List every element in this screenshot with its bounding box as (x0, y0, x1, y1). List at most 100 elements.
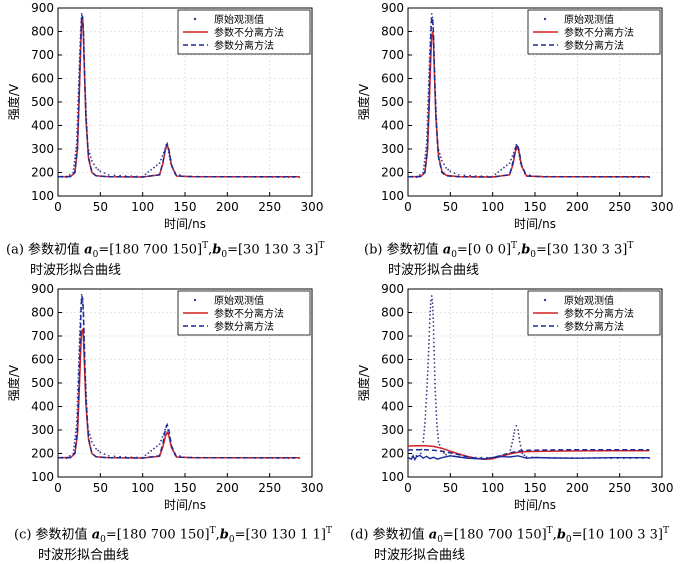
observed-point (164, 428, 167, 431)
y-tick-label: 500 (31, 95, 54, 109)
observed-point (153, 166, 155, 169)
x-tick-label: 50 (93, 481, 108, 495)
x-tick-label: 0 (54, 200, 62, 214)
chart-b-svg: 0 50 100 150 200 250 300 100 200 300 400 500 600 700 8… (356, 1, 673, 231)
x-tick-label: 250 (608, 200, 631, 214)
observed-point (73, 442, 76, 444)
observed-point (427, 95, 430, 98)
observed-point (431, 16, 434, 19)
observed-point (426, 386, 428, 388)
observed-point (78, 337, 81, 340)
x-tick-label: 50 (443, 481, 458, 495)
observed-point (428, 64, 431, 67)
x-tick-label: 250 (258, 200, 281, 214)
observed-point (511, 155, 514, 157)
observed-point (426, 370, 429, 373)
observed-point (144, 454, 147, 457)
y-tick-label: 800 (381, 25, 404, 39)
observed-point (435, 422, 438, 424)
y-tick-label: 700 (381, 48, 404, 62)
sep-line (57, 14, 300, 178)
observed-point (426, 378, 429, 380)
observed-point (107, 454, 110, 457)
caption-d: (d) 参数初值 a0=[180 700 150]T,b0=[10 100 3 … (350, 526, 670, 563)
observed-point (433, 358, 436, 360)
observed-point (74, 157, 76, 160)
observed-point (426, 119, 429, 122)
observed-point (447, 168, 450, 171)
observed-point (432, 329, 435, 332)
observed-point (433, 349, 436, 352)
legend-observed-marker (543, 298, 547, 302)
observed-point (427, 80, 430, 82)
observed-point (519, 444, 522, 447)
caption-d-b: =[10 100 3 3] (571, 527, 663, 543)
observed-point (78, 345, 81, 348)
observed-point (523, 454, 526, 457)
legend-nonsep-label: 参数不分离方法 (564, 26, 634, 39)
legend-sep-label: 参数分离方法 (564, 39, 624, 52)
observed-point (433, 366, 436, 369)
observed-point (434, 386, 436, 389)
observed-point (521, 452, 524, 455)
observed-point (425, 397, 428, 400)
y-tick-label: 900 (31, 1, 54, 15)
observed-point (427, 358, 430, 361)
observed-point (73, 161, 76, 163)
legend-observed-marker (193, 17, 197, 21)
observed-point (76, 392, 79, 395)
y-axis-title: 强度/V (356, 364, 371, 401)
observed-point (153, 447, 155, 450)
observed-point (505, 164, 508, 167)
legend-observed-label: 原始观测值 (564, 294, 614, 307)
observed-point (424, 150, 427, 153)
caption-a: (a) 参数初值 a0=[180 700 150]T,b0=[30 130 3 … (6, 241, 325, 278)
chart-panel-a: 0 50 100 150 200 250 300 100 200 300 400 500 600 700 8… (0, 0, 350, 280)
observed-point (520, 448, 523, 451)
y-axis-title: 强度/V (356, 83, 371, 120)
observed-point (445, 453, 447, 456)
observed-point (428, 339, 430, 341)
observed-point (427, 350, 430, 353)
x-tick-label: 100 (131, 481, 154, 495)
sep-baseline-line (407, 454, 650, 462)
y-tick-label: 800 (31, 25, 54, 39)
observed-point (443, 163, 445, 166)
x-axis-title: 时间/ns (164, 217, 206, 231)
y-tick-label: 100 (31, 470, 54, 484)
y-tick-label: 500 (31, 376, 54, 390)
observed-point (73, 445, 75, 448)
observed-point (428, 330, 431, 333)
observed-point (512, 151, 515, 154)
observed-point (77, 384, 79, 387)
observed-point (425, 393, 428, 396)
observed-point (439, 156, 442, 159)
observed-point (497, 171, 500, 173)
observed-point (510, 445, 513, 448)
observed-point (150, 449, 153, 452)
y-tick-label: 600 (381, 72, 404, 86)
observed-point (429, 310, 432, 313)
observed-point (74, 438, 76, 441)
x-tick-label: 150 (524, 200, 547, 214)
observed-point (155, 164, 158, 167)
x-tick-label: 50 (93, 200, 108, 214)
observed-point (90, 159, 93, 162)
observed-point (433, 345, 435, 348)
x-tick-label: 200 (216, 200, 239, 214)
caption-d-prefix: (d) 参数初值 (350, 527, 425, 543)
y-tick-label: 100 (381, 470, 404, 484)
observed-point (80, 293, 83, 296)
x-tick-label: 100 (131, 200, 154, 214)
observed-point (68, 173, 71, 176)
observed-point (518, 440, 521, 443)
observed-point (437, 437, 440, 439)
legend-nonsep-label: 参数不分离方法 (214, 307, 284, 320)
observed-point (431, 305, 434, 308)
observed-point (432, 313, 434, 316)
y-tick-label: 600 (31, 72, 54, 86)
observed-point (426, 382, 429, 384)
legend-observed-marker (193, 298, 197, 302)
sep-line (57, 295, 300, 459)
observed-point (425, 405, 427, 408)
